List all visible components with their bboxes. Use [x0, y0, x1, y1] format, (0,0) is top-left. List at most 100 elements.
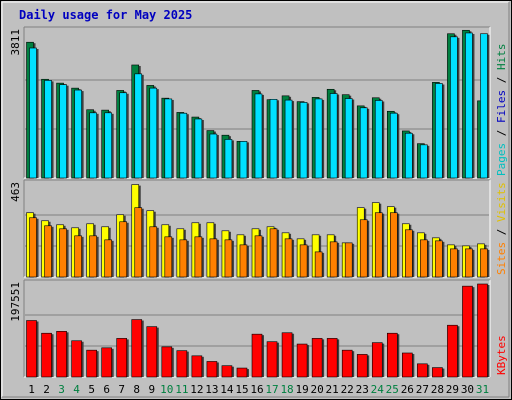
bar: [134, 73, 144, 179]
bar-fill: [389, 112, 398, 179]
bar: [266, 341, 280, 378]
bar: [359, 219, 370, 278]
bar-fill: [480, 33, 488, 179]
legend-entry: Files: [495, 90, 508, 123]
x-tick-label: 6: [103, 383, 110, 396]
bar-fill: [89, 112, 97, 179]
panel-hits_files: 3811 Pages / Files / Hits: [9, 26, 508, 179]
bar: [269, 99, 280, 179]
x-tick-label: 11: [175, 383, 188, 396]
bar: [59, 228, 69, 278]
bar: [314, 98, 325, 179]
x-tick-label: 24: [371, 383, 385, 396]
bar: [104, 112, 114, 179]
x-tick-label: 5: [88, 383, 95, 396]
x-tick-label: 12: [190, 383, 203, 396]
bar-fill: [356, 354, 368, 378]
bar: [314, 251, 325, 278]
bar-fill: [402, 352, 413, 378]
bar-fill: [254, 93, 263, 179]
x-tick-label: 17: [265, 383, 278, 396]
x-tick-label: 2: [43, 383, 50, 396]
bar-fill: [374, 212, 383, 278]
bar: [89, 112, 99, 179]
bar-fill: [119, 221, 128, 278]
y-max-label: 197551: [9, 282, 22, 322]
legend-entry: /: [495, 222, 508, 242]
x-tick-label: 22: [341, 383, 354, 396]
legend-visits_sites: Sites / Visits: [495, 182, 508, 275]
bar-fill: [179, 239, 188, 278]
bar: [462, 285, 475, 378]
bar: [356, 354, 370, 378]
bar: [359, 107, 370, 179]
bar: [44, 225, 54, 278]
bar: [374, 212, 385, 278]
bar: [74, 89, 84, 179]
bar-fill: [44, 225, 52, 278]
x-tick-label: 21: [326, 383, 339, 396]
x-tick-label: 27: [416, 383, 429, 396]
x-tick-label: 19: [295, 383, 308, 396]
bar-fill: [44, 80, 52, 179]
legend-hits_files: Pages / Files / Hits: [495, 44, 508, 177]
bar-fill: [462, 285, 473, 378]
bar-fill: [420, 144, 428, 179]
x-tick-label: 23: [356, 383, 369, 396]
bar: [179, 112, 189, 179]
bar-fill: [344, 98, 353, 179]
bar-fill: [374, 100, 383, 179]
bar-fill: [74, 235, 82, 278]
bar-fill: [420, 239, 428, 278]
bar-fill: [59, 228, 67, 278]
legend-entry: Hits: [495, 44, 508, 71]
bar-fill: [299, 244, 308, 278]
bar-fill: [26, 320, 37, 378]
bar: [236, 367, 249, 378]
bar-fill: [224, 239, 233, 278]
series-sites: [29, 207, 490, 278]
bar-fill: [450, 36, 458, 179]
bar-fill: [161, 346, 173, 378]
x-tick-label: 20: [311, 383, 324, 396]
bar: [116, 338, 129, 378]
bar-fill: [206, 361, 218, 378]
bar-fill: [164, 98, 173, 179]
bar-fill: [281, 332, 293, 378]
bar-fill: [296, 343, 308, 378]
bar-fill: [29, 217, 37, 278]
bar: [465, 32, 475, 179]
bar: [194, 118, 204, 179]
bar: [59, 84, 69, 179]
bar: [149, 226, 159, 278]
x-tick-label: 4: [73, 383, 80, 396]
bar: [374, 100, 385, 179]
bar-fill: [269, 228, 278, 278]
bar-fill: [329, 93, 338, 179]
x-tick-label: 25: [386, 383, 399, 396]
bar: [176, 350, 189, 378]
bar-fill: [405, 132, 413, 179]
x-tick-label: 29: [446, 383, 459, 396]
bar: [29, 217, 39, 278]
bar-fill: [359, 107, 368, 179]
bar-fill: [477, 283, 488, 378]
bar: [224, 239, 234, 278]
x-tick-label: 8: [133, 383, 140, 396]
legend-entry: Visits: [495, 182, 508, 222]
x-tick-label: 14: [220, 383, 234, 396]
bar: [405, 132, 415, 179]
bar-fill: [386, 332, 398, 378]
bar: [56, 331, 69, 378]
bar-fill: [134, 73, 143, 179]
bar: [432, 367, 445, 378]
bar: [86, 349, 99, 378]
bar: [386, 332, 400, 378]
bar-fill: [71, 340, 82, 378]
bar: [194, 236, 204, 278]
bar-fill: [164, 236, 173, 278]
bar: [191, 355, 204, 378]
bar-fill: [86, 349, 97, 378]
bar: [149, 87, 159, 179]
